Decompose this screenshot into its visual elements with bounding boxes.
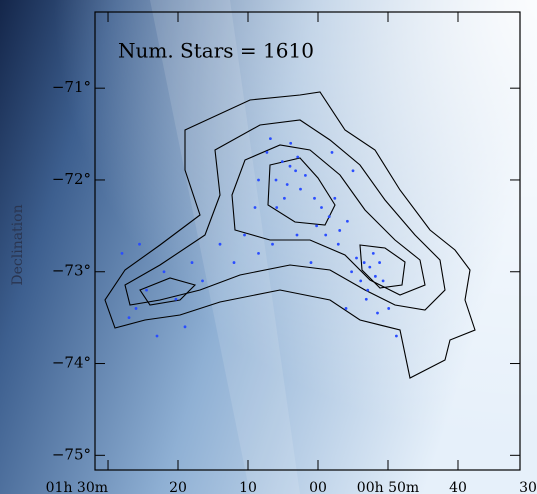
star-point (191, 261, 194, 264)
star-point (320, 206, 323, 209)
star-point (128, 316, 131, 319)
star-point (374, 275, 377, 278)
star-point (145, 289, 148, 292)
star-point (359, 280, 362, 283)
star-point (201, 280, 204, 283)
star-point (372, 252, 375, 255)
star-point (271, 243, 274, 246)
star-point (163, 270, 166, 273)
star-point (281, 160, 284, 163)
star-point (275, 179, 278, 182)
x-tick-label: 40 (449, 480, 467, 494)
star-point (331, 151, 334, 154)
star-point (395, 335, 398, 338)
star-point (121, 252, 124, 255)
star-point (382, 280, 385, 283)
x-tick-label: 00 (309, 480, 327, 494)
y-tick-label: −74° (52, 354, 91, 372)
star-point (387, 307, 390, 310)
y-tick-label: −75° (52, 445, 91, 463)
star-point (346, 220, 349, 223)
annotation: Num. Stars = 1610 (118, 39, 314, 63)
y-axis-label: Declination (10, 204, 26, 285)
star-point (296, 156, 299, 159)
star-point (352, 169, 355, 172)
star-point (289, 165, 292, 168)
x-tick-label: 01h 30m (46, 480, 108, 494)
x-tick-label: 00h 50m (357, 480, 419, 494)
star-point (368, 266, 371, 269)
chart: Num. Stars = 1610 Declination −71° −72° −7… (0, 0, 537, 494)
star-point (315, 224, 318, 227)
star-point (254, 206, 257, 209)
star-point (365, 298, 368, 301)
star-point (289, 142, 292, 145)
star-point (350, 270, 353, 273)
star-point (313, 197, 316, 200)
star-point (366, 289, 369, 292)
y-tick-label: −72° (52, 170, 91, 188)
star-point (135, 307, 138, 310)
star-point (175, 298, 178, 301)
star-point (338, 229, 341, 232)
star-point (296, 234, 299, 237)
star-point (333, 197, 336, 200)
y-tick-label: −71° (52, 78, 91, 96)
star-point (283, 197, 286, 200)
star-point (363, 261, 366, 264)
x-tick-label: 20 (169, 480, 187, 494)
star-point (233, 261, 236, 264)
star-point (294, 169, 297, 172)
x-tick-label: 30 (519, 480, 537, 494)
star-point (138, 243, 141, 246)
star-point (257, 179, 260, 182)
star-point (269, 137, 272, 140)
star-point (328, 215, 331, 218)
star-point (257, 252, 260, 255)
star-point (337, 243, 340, 246)
star-point (299, 188, 302, 191)
star-point (243, 234, 246, 237)
star-point (376, 312, 379, 315)
y-tick-label: −73° (52, 262, 91, 280)
star-point (266, 151, 269, 154)
x-tick-label: 10 (239, 480, 257, 494)
star-point (355, 257, 358, 260)
star-point (184, 325, 187, 328)
star-point (275, 206, 278, 209)
star-point (324, 234, 327, 237)
star-point (286, 183, 289, 186)
star-point (310, 261, 313, 264)
star-point (156, 335, 159, 338)
star-point (378, 261, 381, 264)
star-point (219, 243, 222, 246)
star-point (304, 174, 307, 177)
star-point (345, 307, 348, 310)
